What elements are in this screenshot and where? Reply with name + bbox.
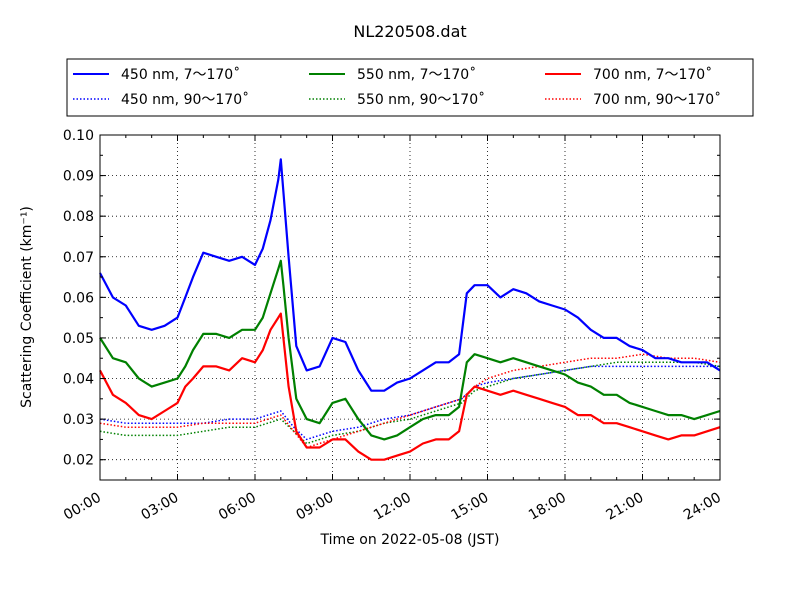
- legend-label-2: 550 nm, 7～170˚: [357, 66, 476, 83]
- legend: 450 nm, 7～170˚ 450 nm, 90～170˚ 550 nm, 7～1…: [66, 58, 754, 117]
- x-tick-label: 24:00: [681, 490, 724, 524]
- legend-entries: 450 nm, 7～170˚ 450 nm, 90～170˚ 550 nm, 7～1…: [73, 66, 721, 108]
- chart-title: NL220508.dat: [353, 22, 466, 41]
- series-layer: [99, 158, 721, 461]
- y-tick-label: 0.03: [63, 412, 94, 428]
- y-tick-label: 0.06: [63, 290, 94, 306]
- y-tick-label: 0.04: [63, 372, 94, 388]
- y-tick-label: 0.05: [63, 331, 94, 347]
- y-tick-label: 0.02: [63, 453, 94, 469]
- legend-label-0: 450 nm, 7～170˚: [121, 66, 240, 83]
- legend-label-3: 550 nm, 90～170˚: [357, 91, 485, 108]
- series-line-0: [99, 158, 721, 392]
- x-tick-label: 18:00: [526, 490, 569, 524]
- x-tick-label: 06:00: [216, 490, 259, 524]
- legend-label-1: 450 nm, 90～170˚: [121, 91, 249, 108]
- x-tick-label: 09:00: [294, 490, 337, 524]
- plot-frame-top: [99, 134, 721, 481]
- legend-label-5: 700 nm, 90～170˚: [593, 91, 721, 108]
- x-tick-label: 21:00: [604, 490, 647, 524]
- legend-label-4: 700 nm, 7～170˚: [593, 66, 712, 83]
- series-line-3: [99, 361, 721, 445]
- x-tick-labels: 00:00 03:00 06:00 09:00 12:00 15:00 18:00 21:00…: [61, 490, 724, 524]
- x-axis-label: Time on 2022-05-08 (JST): [320, 532, 500, 548]
- legend-box: [66, 58, 754, 117]
- y-tick-label: 0.07: [63, 250, 94, 266]
- y-tick-labels: 0.02 0.03 0.04 0.05 0.06 0.07 0.08 0.09 0.10: [63, 128, 94, 469]
- y-tick-label: 0.09: [63, 169, 94, 185]
- x-tick-label: 00:00: [61, 490, 104, 524]
- series-line-1: [99, 365, 720, 441]
- series-line-2: [99, 259, 721, 441]
- x-tick-label: 03:00: [139, 490, 182, 524]
- y-axis-label: Scattering Coefficient (km⁻¹): [19, 206, 35, 408]
- series-line-5: [99, 353, 721, 449]
- series-line-4: [99, 312, 721, 461]
- y-tick-label: 0.10: [63, 128, 94, 144]
- plot-area: [99, 134, 721, 481]
- x-tick-label: 15:00: [449, 490, 492, 524]
- y-tick-label: 0.08: [63, 209, 94, 225]
- x-tick-label: 12:00: [371, 490, 414, 524]
